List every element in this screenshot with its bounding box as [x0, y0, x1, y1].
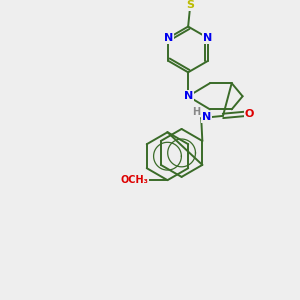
Text: O: O: [244, 109, 254, 119]
Text: N: N: [202, 112, 211, 122]
Text: N: N: [203, 33, 213, 43]
Text: OCH₃: OCH₃: [121, 175, 149, 185]
Text: S: S: [186, 0, 194, 10]
Text: N: N: [184, 91, 193, 101]
Text: H: H: [192, 106, 200, 116]
Text: N: N: [164, 33, 173, 43]
